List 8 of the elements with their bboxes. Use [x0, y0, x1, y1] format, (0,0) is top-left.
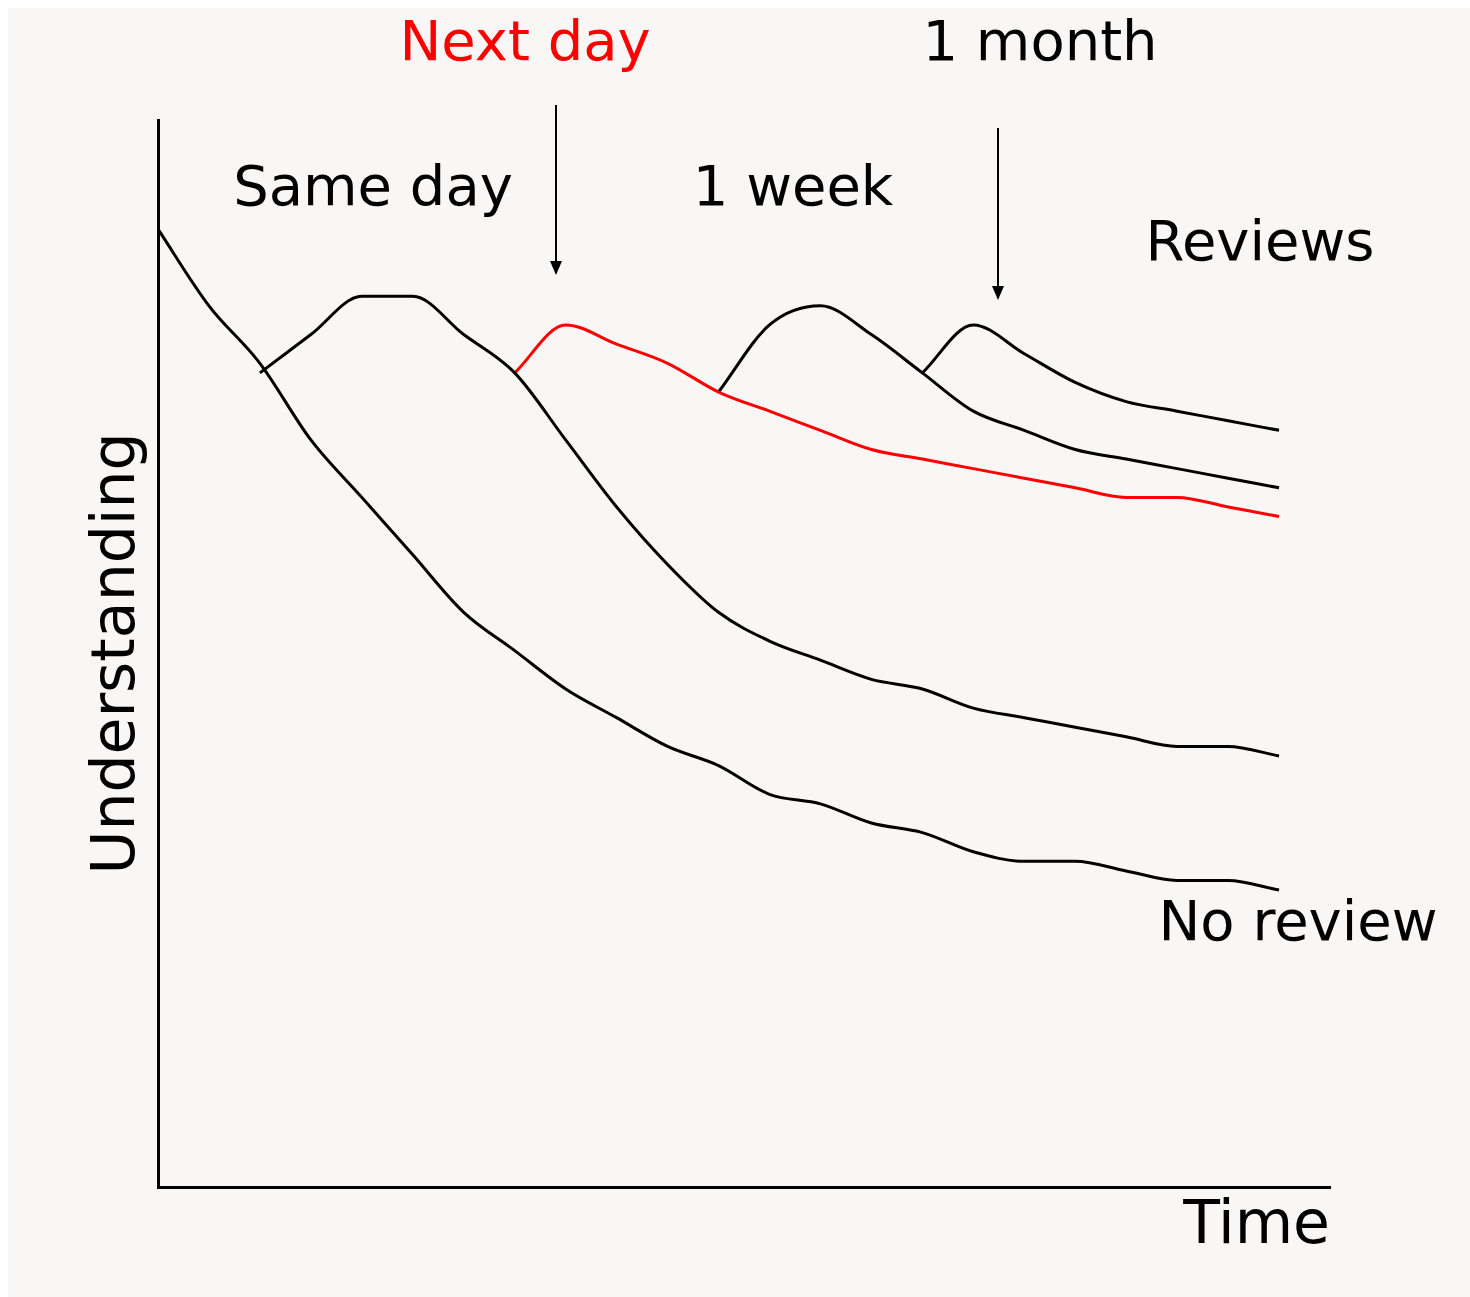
text: Next day [399, 7, 651, 73]
text: 1 week [692, 152, 894, 218]
series-label: No review [1158, 887, 1438, 953]
text: 1 month [922, 7, 1158, 73]
annotation: Reviews [1145, 207, 1375, 273]
x-axis-title: Time [1182, 1186, 1330, 1257]
y-axis-title: Understanding [77, 432, 148, 875]
text: Same day [233, 152, 513, 218]
